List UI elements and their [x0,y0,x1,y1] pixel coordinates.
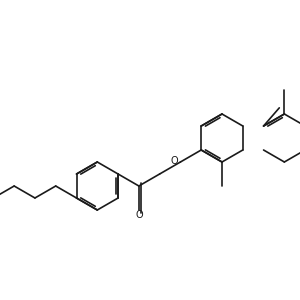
Text: O: O [171,156,178,166]
Text: O: O [135,210,143,220]
